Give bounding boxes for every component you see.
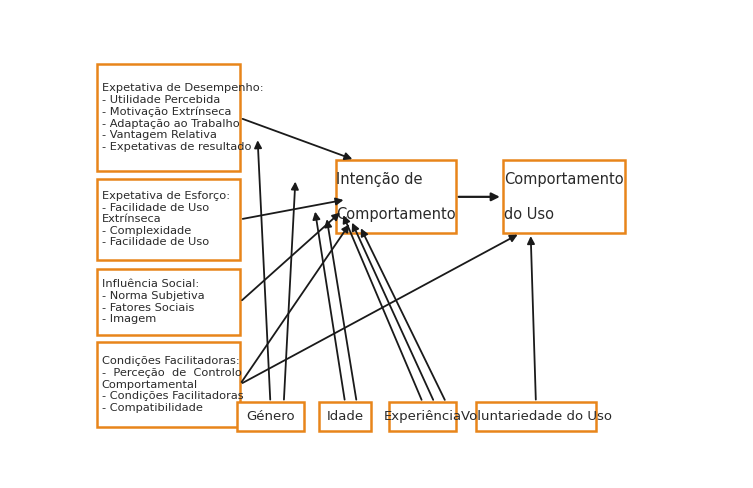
Text: Intenção de

Comportamento: Intenção de Comportamento (337, 172, 456, 222)
Text: Idade: Idade (327, 410, 364, 423)
Text: Influência Social:
- Norma Subjetiva
- Fatores Sociais
- Imagem: Influência Social: - Norma Subjetiva - F… (102, 280, 204, 324)
Text: Género: Género (246, 410, 295, 423)
Text: Condições Facilitadoras:
-  Perceção  de  Controlo
Comportamental
- Condições Fa: Condições Facilitadoras: - Perceção de C… (102, 356, 243, 413)
Text: Expetativa de Esforço:
- Facilidade de Uso
Extrínseca
- Complexidade
- Facilidad: Expetativa de Esforço: - Facilidade de U… (102, 191, 230, 247)
FancyBboxPatch shape (477, 403, 596, 430)
FancyBboxPatch shape (97, 179, 240, 260)
FancyBboxPatch shape (389, 403, 456, 430)
FancyBboxPatch shape (97, 342, 240, 427)
Text: Comportamento

do Uso: Comportamento do Uso (504, 172, 623, 222)
FancyBboxPatch shape (97, 64, 240, 171)
FancyBboxPatch shape (503, 160, 625, 233)
FancyBboxPatch shape (337, 160, 456, 233)
Text: Experiência: Experiência (383, 410, 462, 423)
FancyBboxPatch shape (237, 403, 304, 430)
FancyBboxPatch shape (97, 269, 240, 335)
Text: Expetativa de Desempenho:
- Utilidade Percebida
- Motivação Extrínseca
- Adaptaç: Expetativa de Desempenho: - Utilidade Pe… (102, 83, 264, 152)
FancyBboxPatch shape (319, 403, 371, 430)
Text: Voluntariedade do Uso: Voluntariedade do Uso (461, 410, 611, 423)
